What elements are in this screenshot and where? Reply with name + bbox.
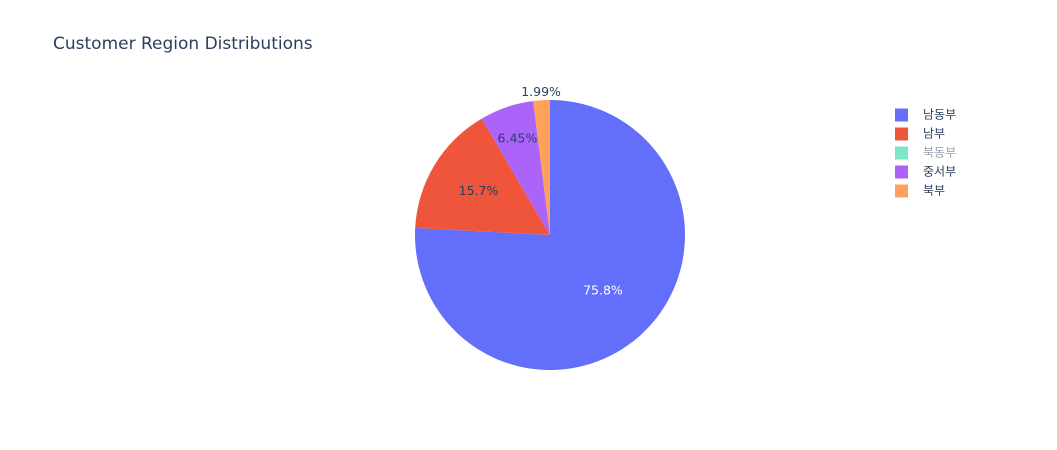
legend-swatch-2 [895,146,908,160]
legend-item-1[interactable]: 남부 [895,127,945,141]
legend-item-2[interactable]: 북동부 [895,146,956,160]
legend-swatch-4 [895,184,908,198]
slice-label-3: 6.45% [498,131,538,146]
pie-slice-4[interactable] [533,100,550,235]
slice-label-0: 75.8% [583,282,623,297]
legend-item-3[interactable]: 중서부 [895,165,956,179]
slice-label-4: 1.99% [521,84,561,99]
legend-label-0: 남동부 [923,108,956,122]
legend-item-0[interactable]: 남동부 [895,108,956,122]
legend-item-4[interactable]: 북부 [895,184,945,198]
pie-group: 75.8% 15.7% 6.45% 1.99% [415,84,685,370]
legend-swatch-0 [895,108,908,122]
legend-swatch-3 [895,165,908,179]
pie-slice-1[interactable] [415,118,550,235]
legend-label-2: 북동부 [923,146,956,160]
slice-label-1: 15.7% [459,183,499,198]
legend-label-1: 남부 [923,127,945,141]
legend-swatch-1 [895,127,908,141]
legend-label-4: 북부 [923,184,945,198]
legend-label-3: 중서부 [923,165,956,179]
pie-slice-3[interactable] [481,101,550,235]
chart-title: Customer Region Distributions [53,34,313,54]
